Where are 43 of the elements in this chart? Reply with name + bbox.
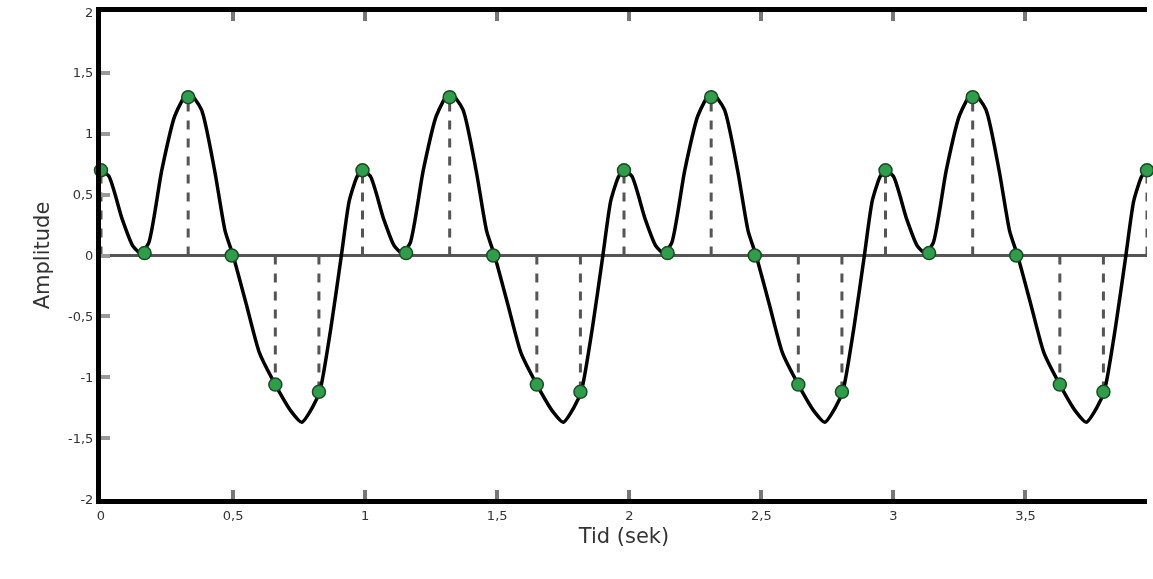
y-tick-label: 1 [85,126,94,142]
x-tick-label: 1,5 [486,507,508,523]
y-tick-label: 0,5 [72,187,94,203]
y-tick-label: -1,5 [68,430,94,446]
point [573,384,588,400]
point [1009,248,1024,263]
point [486,248,501,263]
point [137,245,152,261]
point [616,163,632,178]
point [921,245,937,261]
x-tick-label: 0,5 [222,507,244,523]
y-tick-label: 0 [85,248,94,264]
point [878,163,893,178]
point [965,89,980,105]
point [747,248,762,263]
x-tick-label: 3 [889,507,898,523]
y-tick-label: -1 [80,369,94,385]
point [180,89,196,105]
point [1052,377,1068,392]
point [268,377,283,392]
x-tick-label: 0 [96,507,106,523]
y-tick-label: -0,5 [68,308,94,324]
point [224,248,239,263]
point [355,163,370,178]
point [834,384,850,400]
point [1096,384,1111,400]
y-tick-label: -2 [80,491,94,507]
point [791,377,806,392]
x-tick-label: 3,5 [1015,507,1036,523]
x-tick-label: 2 [625,507,634,523]
point [529,377,545,392]
x-tick-label: 1 [361,507,370,523]
point [442,89,457,105]
point [311,384,327,400]
x-tick-label: 2,5 [751,507,772,523]
y-tick-label: 1,5 [72,65,94,81]
point [660,245,675,261]
point [703,89,719,105]
point [1139,163,1153,178]
y-axis-title: Amplitude [30,201,55,310]
point [398,245,414,261]
y-tick-label: 2 [85,4,94,20]
x-axis-title: Tid (sek) [577,523,670,548]
